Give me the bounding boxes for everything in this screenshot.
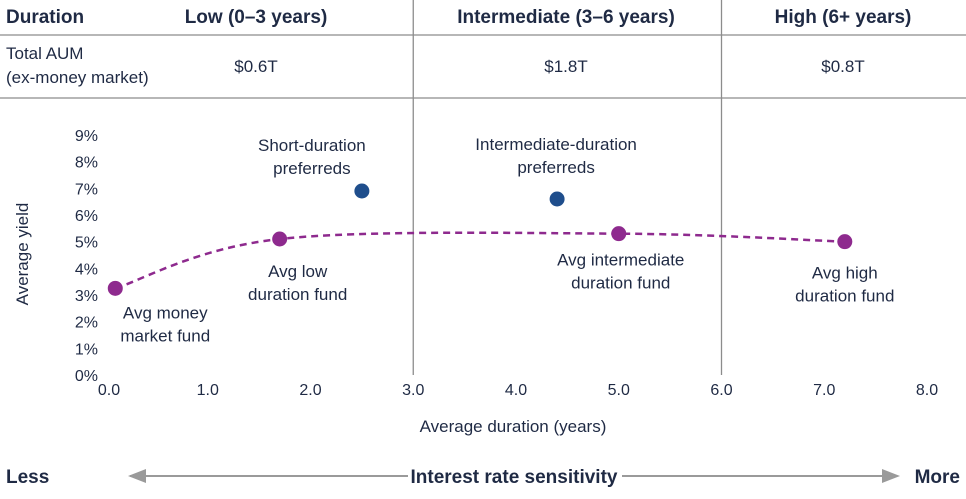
fund-point [272,231,288,247]
aum-high-value: $0.8T [821,57,864,76]
point-annotation-line: Short-duration [258,136,366,155]
y-tick-label: 9% [75,128,98,145]
high-duration-header: High (6+ years) [775,7,912,28]
point-annotation-line: Avg intermediate [557,251,684,270]
x-tick-label: 3.0 [402,382,424,399]
intermediate-duration-header: Intermediate (3–6 years) [457,7,675,28]
aum-label-line2: (ex-money market) [6,68,149,87]
point-annotation-line: Avg high [812,264,878,283]
fund-point [107,280,123,296]
x-tick-label: 5.0 [608,382,630,399]
x-tick-label: 7.0 [813,382,835,399]
point-annotation-line: market fund [120,326,210,345]
point-annotation-line: Avg money [123,303,208,322]
x-axis-title: Average duration (years) [420,417,607,436]
point-annotation-line: duration fund [795,287,894,306]
point-annotation-line: duration fund [571,274,670,293]
aum-intermediate-value: $1.8T [544,57,587,76]
duration-header: Duration [6,7,84,28]
fund-point [611,226,627,242]
sensitivity-arrow-right-head [882,469,900,483]
y-tick-label: 8% [75,155,98,172]
aum-label-line1: Total AUM [6,44,83,63]
x-tick-label: 8.0 [916,382,938,399]
x-tick-label: 1.0 [197,382,219,399]
preferred-point [354,183,370,199]
sensitivity-less-label: Less [6,467,49,488]
point-annotation-line: Intermediate-duration [475,135,637,154]
point-annotation: Avg low duration fund [248,262,347,304]
fund-trend-line [114,231,845,290]
y-tick-label: 0% [75,368,98,385]
sensitivity-center-label: Interest rate sensitivity [411,467,618,488]
y-tick-label: 5% [75,235,98,252]
x-tick-label: 4.0 [505,382,527,399]
fund-point [837,234,853,250]
y-tick-label: 3% [75,288,98,305]
point-annotation: Short-duration preferreds [258,136,366,178]
point-annotation-line: preferreds [517,158,594,177]
point-annotation-line: Avg low [268,262,328,281]
point-annotation-line: preferreds [273,159,350,178]
aum-low-value: $0.6T [234,57,277,76]
x-tick-label: 0.0 [98,382,120,399]
sensitivity-more-label: More [915,467,960,488]
point-annotation: Avg intermediate duration fund [557,251,684,293]
y-tick-label: 1% [75,341,98,358]
sensitivity-arrow-left-head [128,469,146,483]
x-tick-label: 2.0 [299,382,321,399]
low-duration-header: Low (0–3 years) [185,7,328,28]
point-annotation: Intermediate-duration preferreds [475,135,637,177]
y-tick-label: 4% [75,261,98,278]
y-tick-label: 2% [75,315,98,332]
y-tick-label: 7% [75,181,98,198]
y-axis-title: Average yield [13,203,32,306]
y-tick-label: 6% [75,208,98,225]
point-annotation-line: duration fund [248,285,347,304]
point-annotation: Avg money market fund [120,303,210,345]
preferred-point [549,191,565,207]
x-tick-label: 6.0 [710,382,732,399]
point-annotation: Avg high duration fund [795,264,894,306]
